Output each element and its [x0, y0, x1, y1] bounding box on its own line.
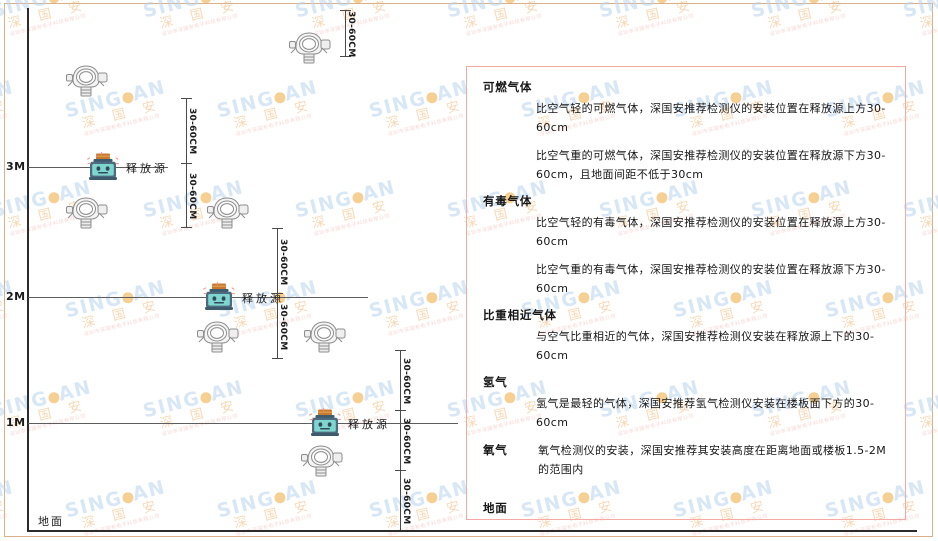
guidance-paragraph: 氢气是最轻的气体，深国安推荐氢气检测仪安装在楼板面下方的30-60cm: [536, 397, 875, 429]
dimension-label: 30-60CM: [187, 172, 197, 220]
dimension-label: 30-60CM: [346, 11, 356, 58]
dimension-tick: [272, 293, 283, 294]
ground-axis: [27, 530, 917, 532]
gas-detector-icon: [196, 316, 242, 356]
guidance-section: 地面检测仪地面间距，深国安推荐在30-60cm，且不得小于30cm，因为过低容易…: [481, 500, 891, 519]
guidance-section-title: 比重相近气体: [483, 308, 557, 322]
watermark-chinese: 深 国 安: [918, 0, 938, 32]
guidance-paragraph: 比空气轻的有毒气体，深国安推荐检测仪的安装位置在释放源上方30-60cm: [536, 216, 886, 248]
dimension-label: 30-60CM: [401, 418, 411, 465]
guidance-paragraph: 氧气检测仪的安装，深国安推荐其安装高度在距离地面或楼板1.5-2M的范围内: [538, 444, 887, 476]
dimension-tick: [181, 162, 192, 164]
watermark-chinese: 深 国 安: [766, 0, 851, 32]
guidance-text-panel: 可燃气体 比空气轻的可燃气体，深国安推荐检测仪的安装位置在释放源上方30-60cm…: [466, 66, 906, 520]
watermark-dot-icon: [655, 0, 669, 5]
level-label: 3M: [6, 160, 26, 173]
dimension-tick: [181, 98, 192, 99]
watermark-dot-icon: [503, 0, 517, 5]
release-source-label: 释放源: [242, 292, 284, 305]
guidance-section-body: 氧气检测仪的安装，深国安推荐其安装高度在距离地面或楼板1.5-2M的范围内: [538, 441, 891, 488]
guidance-section: 有毒气体 比空气轻的有毒气体，深国安推荐检测仪的安装位置在释放源上方30-60cm…: [481, 193, 891, 298]
watermark-sub: 深圳市深国安电子科技有限公司: [921, 13, 938, 38]
guidance-paragraph: 比空气重的有毒气体，深国安推荐检测仪的安装位置在释放源下方30-60cm: [536, 263, 886, 295]
guidance-section: 氧气 氧气检测仪的安装，深国安推荐其安装高度在距离地面或楼板1.5-2M的范围内: [481, 441, 891, 497]
guidance-section-title: 氢气: [483, 375, 508, 389]
guidance-section-body: 与空气比重相近的气体，深国安推荐检测仪安装在释放源上下的30-60cm: [536, 327, 891, 365]
release-source-icon: [202, 282, 236, 312]
guidance-section: 氢气氢气是最轻的气体，深国安推荐氢气检测仪安装在楼板面下方的30-60cm: [481, 374, 891, 432]
gas-detector-icon: [206, 192, 252, 232]
guidance-section-title: 有毒气体: [483, 194, 533, 208]
level-line-2m: [28, 297, 368, 298]
ground-label: 地面: [38, 515, 64, 528]
gas-detector-icon: [288, 27, 334, 67]
guidance-section-body: 比空气轻的有毒气体，深国安推荐检测仪的安装位置在释放源上方30-60cm 比空气重…: [536, 213, 891, 298]
gas-detector-icon: [303, 316, 349, 356]
dimension-label: 30-60CM: [401, 358, 411, 405]
dimension-tick: [340, 56, 351, 57]
guidance-paragraph: 比空气重的可燃气体，深国安推荐检测仪的安装位置在释放源下方30-60cm，且地面…: [536, 149, 886, 181]
guidance-section: 比重相近气体与空气比重相近的气体，深国安推荐检测仪安装在释放源上下的30-60c…: [481, 307, 891, 365]
guidance-section-title: 氧气: [483, 443, 508, 457]
guidance-section-body: 比空气轻的可燃气体，深国安推荐检测仪的安装位置在释放源上方30-60cm 比空气重…: [536, 99, 891, 184]
watermark-sub: 深圳市深国安电子科技有限公司: [769, 13, 847, 38]
watermark-dot-icon: [807, 0, 821, 5]
dimension-label: 30-60CM: [278, 303, 288, 350]
dimension-tick: [340, 10, 351, 11]
release-source-label: 释放源: [126, 162, 168, 175]
gas-detector-icon: [65, 60, 111, 100]
guidance-paragraph: 与空气比重相近的气体，深国安推荐检测仪安装在释放源上下的30-60cm: [536, 330, 875, 362]
level-line-1m: [28, 423, 458, 424]
dimension-tick: [395, 470, 406, 471]
dimension-tick: [395, 410, 406, 411]
dimension-tick: [272, 358, 283, 359]
release-source-icon: [308, 408, 342, 438]
guidance-paragraph: 比空气轻的可燃气体，深国安推荐检测仪的安装位置在释放源上方30-60cm: [536, 102, 886, 134]
release-source-icon: [86, 152, 120, 182]
level-label: 2M: [6, 290, 26, 303]
watermark-chinese: 深 国 安: [614, 0, 699, 32]
gas-detector-icon: [65, 192, 111, 232]
dimension-tick: [181, 227, 192, 228]
dimension-line: [400, 350, 401, 530]
guidance-section: 可燃气体 比空气轻的可燃气体，深国安推荐检测仪的安装位置在释放源上方30-60cm…: [481, 79, 891, 184]
guidance-section-title: 地面: [483, 501, 508, 515]
release-source-label: 释放源: [348, 418, 390, 431]
dimension-label: 30-60CM: [401, 478, 411, 525]
gas-detector-icon: [300, 440, 346, 480]
dimension-tick: [272, 228, 283, 229]
dimension-line: [345, 10, 346, 56]
guidance-section-body: 氢气是最轻的气体，深国安推荐氢气检测仪安装在楼板面下方的30-60cm: [536, 394, 891, 432]
level-label: 1M: [6, 416, 26, 429]
dimension-label: 30-60CM: [187, 108, 197, 155]
vertical-axis: [27, 8, 29, 532]
dimension-tick: [395, 350, 406, 351]
watermark-sub: 深圳市深国安电子科技有限公司: [617, 13, 695, 38]
dimension-label: 30-60CM: [278, 238, 288, 285]
installation-height-diagram: 3M 2M 1M 释放源 释放源 释放源 30-60CM 30-60CM 30-60CM 30…: [6, 8, 458, 532]
guidance-section-title: 可燃气体: [483, 80, 533, 94]
